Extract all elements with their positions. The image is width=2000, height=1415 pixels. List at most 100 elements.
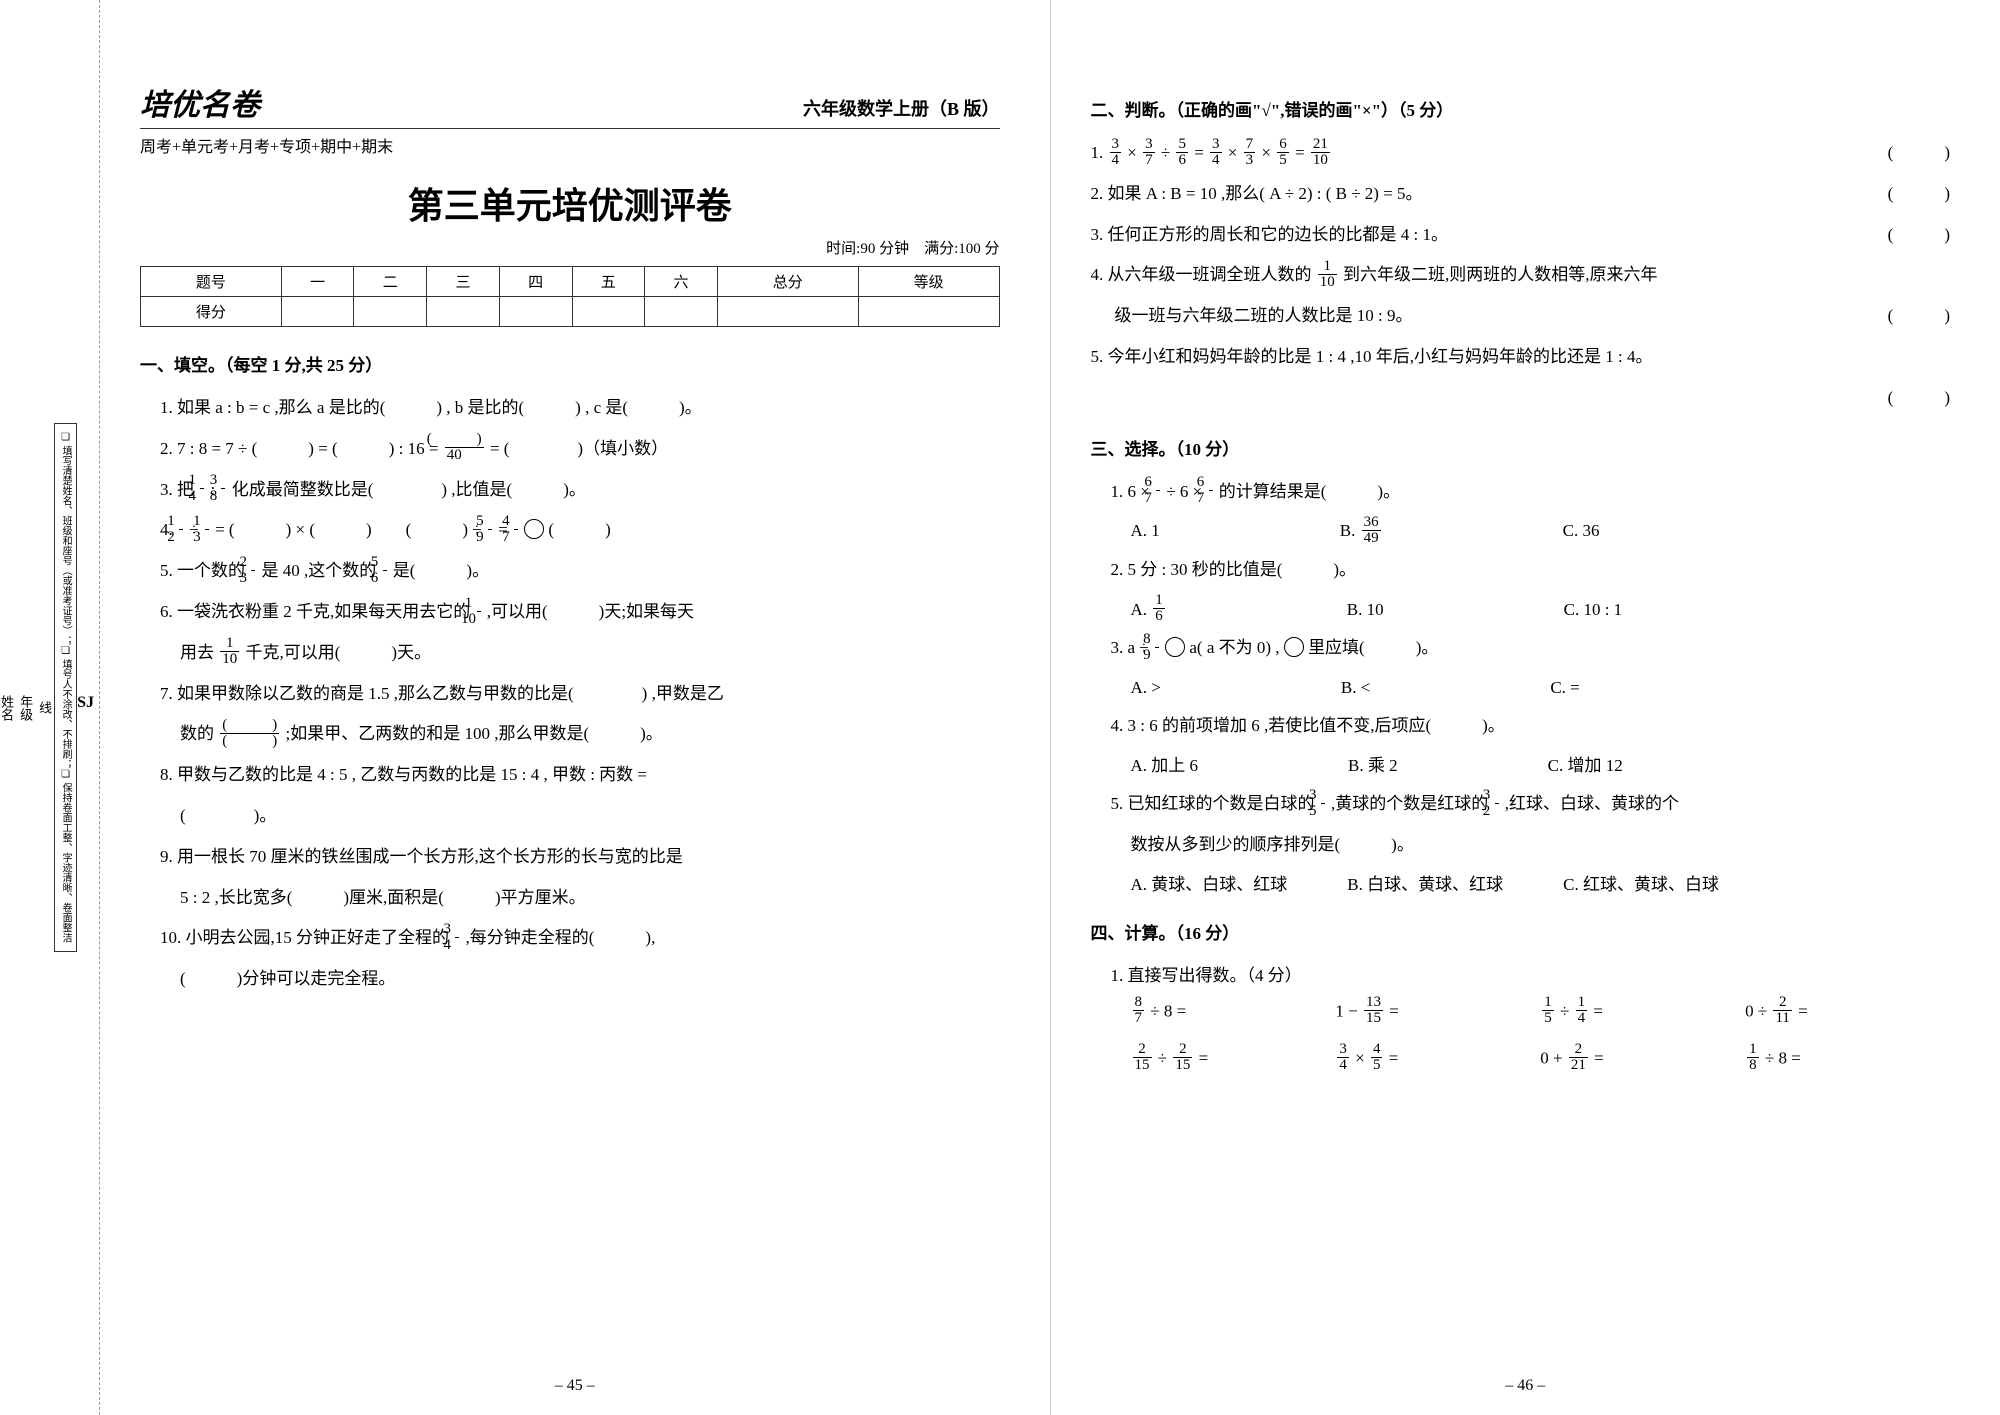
text: 里应填( )。 [1308,638,1438,657]
exam-title: 第三单元培优测评卷 [140,177,1000,229]
frac-den: 2 [1495,804,1499,819]
frac-den: 10 [477,612,481,627]
score-cell [858,297,999,327]
s2-q5: 5. 今年小红和妈妈年龄的比是 1 : 4 ,10 年后,小红与妈妈年龄的比还是… [1091,337,1951,378]
text: ,红球、白球、黄球的个 [1505,794,1679,813]
frac-den: 3 [205,530,209,545]
s1-q10-cont: ( )分钟可以走完全程。 [180,959,1000,1000]
circle-blank-icon [1165,637,1185,657]
frac-den: 3 [1244,153,1256,168]
s3-q3-choices: A. > B. < C. = [1131,669,1951,706]
text: 4. 从六年级一班调全班人数的 110 到六年级二班,则两班的人数相等,原来六年 [1091,255,1951,296]
th-3: 三 [427,267,500,297]
frac-num: 3 [1321,788,1325,804]
s3-q2: 2. 5 分 : 30 秒的比值是( )。 [1111,550,1951,591]
section3-head: 三、选择。（10 分） [1091,435,1951,460]
text: ,可以用( )天;如果每天 [487,602,694,621]
section2-head: 二、判断。（正确的画"√",错误的画"×"）（5 分） [1091,96,1951,121]
s1-q7: 7. 如果甲数除以乙数的商是 1.5 ,那么乙数与甲数的比是( ) ,甲数是乙 [160,674,1000,715]
s1-q3: 3. 把 14 : 38 化成最简整数比是( ) ,比值是( )。 [160,470,1000,511]
page-right: 二、判断。（正确的画"√",错误的画"×"）（5 分） 1. 34 × 37 ÷… [1051,0,2000,1415]
th-7: 总分 [717,267,858,297]
frac-num: 3 [221,473,225,489]
calc-item: 34 × 45 = [1335,1044,1540,1075]
calc-item: 0 ÷ 211 = [1745,997,1950,1028]
text: ,黄球的个数是红球的 [1331,794,1488,813]
frac-num: 5 [488,514,492,530]
grade-title: 六年级数学上册（B 版） [803,95,1000,121]
score-cell [717,297,858,327]
page-num-left: – 45 – [555,1377,595,1395]
choice-c: C. 36 [1563,512,1600,549]
sj-logo: SJ [77,694,94,712]
choice-b: B. 3649 [1340,512,1383,549]
text: B. [1340,521,1360,540]
s2-q2: 2. 如果 A : B = 10 ,那么( A ÷ 2) : ( B ÷ 2) … [1091,174,1951,215]
circle-blank-icon [1284,637,1304,657]
frac-den: 9 [488,530,492,545]
score-cell [281,297,354,327]
text: 级一班与六年级二班的人数比是 10 : 9。 [1115,296,1858,337]
section1-head: 一、填空。（每空 1 分,共 25 分） [140,351,1000,376]
score-cell [499,297,572,327]
frac-num: 5 [1176,137,1188,153]
s1-q6-cont: 用去 110 千克,可以用( )天。 [180,633,1000,674]
tf-paren: ( ) [1888,215,1950,256]
frac-num: 36 [1362,515,1381,531]
sub-header: 周考+单元考+月考+专项+期中+期末 [140,128,1000,157]
text: = ( )（填小数） [490,439,668,458]
s1-q1: 1. 如果 a : b = c ,那么 a 是比的( ) , b 是比的( ) … [160,388,1000,429]
s2-q4-cont: 级一班与六年级二班的人数比是 10 : 9。( ) [1115,296,1951,337]
frac-den: 7 [1143,153,1155,168]
text: 到六年级二班,则两班的人数相等,原来六年 [1343,265,1658,284]
frac-num: 1 [205,514,209,530]
frac-den: 3 [251,571,255,586]
section4-head: 四、计算。（16 分） [1091,919,1951,944]
frac-den: 6 [1176,153,1188,168]
s3-q5: 5. 已知红球的个数是白球的 35 ,黄球的个数是红球的 32 ,红球、白球、黄… [1111,784,1951,825]
calc-item: 0 + 221 = [1540,1044,1745,1075]
frac-num: 6 [1156,475,1160,491]
th-6: 六 [645,267,718,297]
calc-item: 15 ÷ 14 = [1540,997,1745,1028]
frac-den: 4 [455,938,459,953]
score-cell [645,297,718,327]
text: 3. 任何正方形的周长和它的边长的比都是 4 : 1。 [1091,215,1858,256]
text: a( a 不为 0) , [1189,638,1283,657]
frac-den: 40 [445,448,484,463]
frac-num: 1 [477,596,481,612]
frac-num: ( ) [445,432,484,448]
s1-q5: 5. 一个数的 23 是 40 ,这个数的 56 是( )。 [160,551,1000,592]
s3-q1: 1. 6 × 67 ÷ 6 × 67 的计算结果是( )。 [1111,472,1951,513]
s3-q5-choices: A. 黄球、白球、红球 B. 白球、黄球、红球 C. 红球、黄球、白球 [1131,866,1951,903]
calc-item: 215 ÷ 215 = [1131,1044,1336,1075]
score-value-row: 得分 [141,297,1000,327]
frac-num: 5 [383,555,387,571]
s1-q6: 6. 一袋洗衣粉重 2 千克,如果每天用去它的 110 ,可以用( )天;如果每… [160,592,1000,633]
text: A. [1131,600,1152,619]
text: 是 40 ,这个数的 [262,561,377,580]
text: × [1224,143,1242,162]
text: 5. 已知红球的个数是白球的 [1111,794,1315,813]
s1-q9-cont: 5 : 2 ,长比宽多( )厘米,面积是( )平方厘米。 [180,878,1000,919]
frac-num: 1 [200,473,204,489]
s3-q1-choices: A. 1 B. 3649 C. 36 [1131,512,1951,549]
th-4: 四 [499,267,572,297]
th-2: 二 [354,267,427,297]
frac-den: 7 [1209,491,1213,506]
choice-a: A. > [1131,669,1161,706]
choice-b: B. 白球、黄球、红球 [1347,866,1503,903]
choice-c: C. 红球、黄球、白球 [1563,866,1719,903]
frac-den: 10 [220,652,239,667]
frac-num: ( ) [220,718,279,734]
th-0: 题号 [141,267,282,297]
choice-b: B. 乘 2 [1348,747,1398,784]
frac-num: 1 [179,514,183,530]
score-table: 题号 一 二 三 四 五 六 总分 等级 得分 [140,266,1000,327]
text: 用去 [180,643,214,662]
choice-b: B. < [1341,669,1370,706]
frac-den: 6 [383,571,387,586]
s3-q5-cont: 数按从多到少的顺序排列是( )。 [1131,825,1951,866]
frac-den: 10 [1318,275,1337,290]
frac-den: 4 [1210,153,1222,168]
